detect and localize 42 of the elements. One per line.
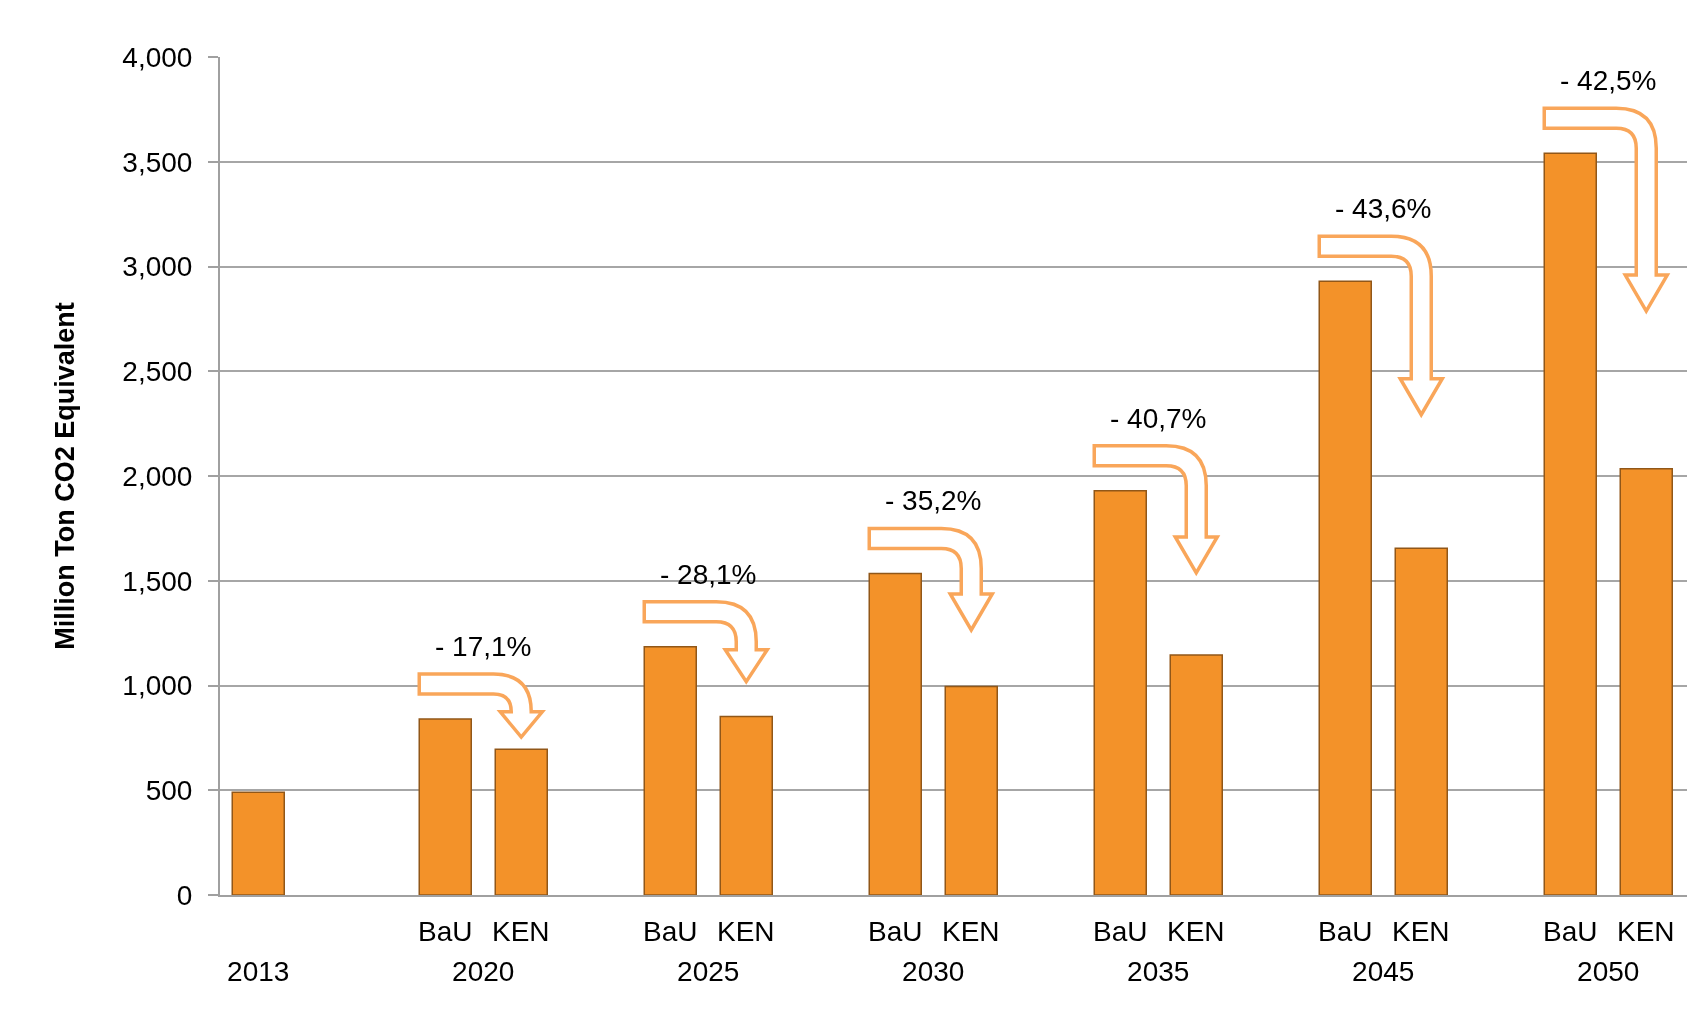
x-tick-label: 2050	[1577, 955, 1640, 987]
annotation: - 17,1%	[435, 631, 532, 662]
x-tick-label: 2030	[902, 955, 965, 987]
bar	[719, 715, 773, 895]
text: KEN	[1392, 916, 1450, 947]
x-tick-label: 2035	[1127, 955, 1190, 987]
y-tick-label: 0	[176, 879, 193, 911]
text: BaU	[1093, 916, 1148, 947]
text: KEN	[1617, 916, 1675, 947]
y-tick-label: 3,000	[122, 251, 193, 283]
text: KEN	[717, 916, 775, 947]
annotation: - 40,7%	[1110, 403, 1207, 434]
x-tick-label: 2013	[227, 955, 290, 987]
bar	[494, 748, 548, 895]
text: BaU	[1318, 916, 1373, 947]
annotation: - 35,2%	[885, 485, 982, 516]
annotation: - 42,5%	[1560, 65, 1657, 96]
text: BaU	[643, 916, 698, 947]
bar	[231, 791, 285, 895]
bar	[1169, 654, 1223, 895]
text: KEN	[942, 916, 1000, 947]
text: BaU	[1543, 916, 1598, 947]
x-tick-label: 2025	[677, 955, 740, 987]
x-tick-label: 2020	[452, 955, 515, 987]
series-label: BaU	[418, 916, 473, 947]
y-tick-label: 4,000	[122, 41, 193, 73]
y-tick-label: 2,500	[122, 356, 193, 388]
annotation: - 28,1%	[660, 559, 757, 590]
x-tick-label: 2045	[1352, 955, 1415, 987]
y-tick-label: 3,500	[122, 146, 193, 178]
text: BaU	[868, 916, 923, 947]
y-tick-label: 1,000	[122, 670, 193, 702]
y-axis-title: Million Ton CO2 Equivalent	[49, 302, 80, 650]
series-label: KEN	[1167, 916, 1225, 947]
bar	[944, 685, 998, 895]
bar	[1619, 467, 1673, 895]
y-tick-label: 2,000	[122, 460, 193, 492]
annotation: - 43,6%	[1335, 193, 1432, 224]
text: KEN	[492, 916, 550, 947]
y-tick-label: 500	[145, 775, 193, 807]
y-tick-label: 1,500	[122, 565, 193, 597]
bar	[1394, 547, 1448, 895]
